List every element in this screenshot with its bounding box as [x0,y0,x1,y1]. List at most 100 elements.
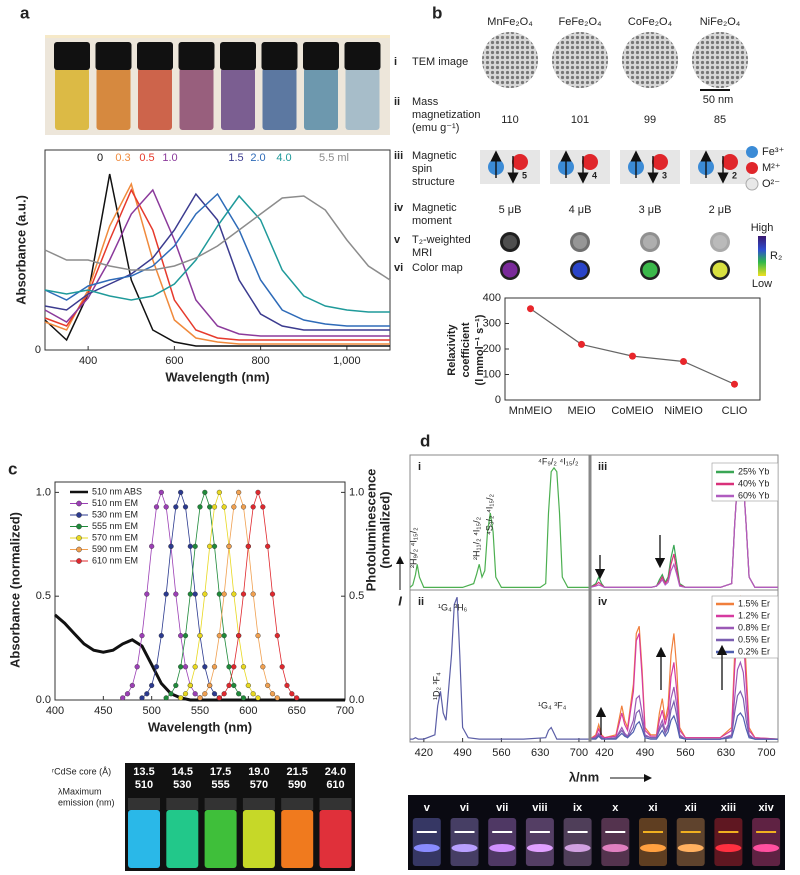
ucnp-vial [525,818,554,866]
column-header: CoFe₂O₄ [628,16,673,28]
y-tick-label: 300 [483,317,501,329]
panel-label: b [432,3,442,22]
curve-label: 2.0 [250,152,265,164]
data-point [255,695,261,701]
color-map-core [712,262,728,278]
data-point [182,691,189,697]
data-point [284,682,290,689]
data-point [226,682,232,689]
legend-label: 610 nm EM [92,555,138,565]
vial-label: vi [460,802,469,814]
legend-label: 510 nm EM [92,498,138,508]
x-tick-label: 800 [251,355,269,367]
legend-ion [745,177,759,191]
legend-marker [76,512,82,518]
qd-vial [281,810,314,868]
data-point [269,591,276,597]
emission-max: 530 [173,779,191,791]
data-point [221,691,227,697]
series-line [44,194,390,313]
data-point [265,543,271,549]
data-point [202,489,208,495]
x-tick-label: MnMEIO [509,405,553,417]
data-point [163,504,169,510]
y-tick-label: 200 [483,343,501,355]
data-point [207,682,213,689]
data-point [168,543,174,549]
color-map-core [572,262,588,278]
row-label: magnetization [412,109,481,121]
core-size: 21.5 [286,766,307,778]
ucnp-vial [601,818,630,866]
qd-vial-top [242,798,275,810]
y-tick-label: 0.5 [36,590,51,602]
qd-vial-top [128,798,160,810]
data-point [226,543,232,549]
x-tick-label: 420 [595,747,613,759]
magnetic-moment: 3 μB [639,204,662,216]
x-tick-label: 1,000 [333,355,361,367]
ucnp-vial [450,818,479,866]
data-point [245,543,251,549]
data-point [192,591,198,597]
core-size: 14.5 [172,766,193,778]
row-number: vi [394,262,403,274]
x-tick-label: 600 [239,705,257,717]
ucnp-vial [639,818,667,866]
legend-label: 0.5% Er [738,634,770,644]
data-point [124,691,131,697]
series-line [530,308,735,385]
qd-vial [242,810,275,868]
qd-vial-top [166,798,199,810]
y-tick-label: 400 [483,292,501,304]
row-label: (emu g⁻¹) [412,122,459,134]
data-point [211,664,218,670]
vial-glow [753,844,780,852]
vial-glow [526,844,553,852]
data-point [236,691,242,697]
x-tick-label: 500 [142,705,160,717]
data-point [240,504,247,510]
y-axis-title: I [398,593,402,608]
data-point [255,489,261,495]
legend-label: 1.5% Er [738,598,770,608]
y-tick-label: 0.0 [36,694,51,706]
data-point [149,543,155,549]
y-tick-label: 1.0 [36,486,51,498]
vial-glow [489,844,516,852]
data-point [168,691,174,697]
data-point [255,633,261,639]
data-point [153,664,160,670]
x-tick-label: NiMEIO [664,405,703,417]
annotation: ⁴S₃/₂ ⁴I₁₅/₂ [484,493,494,535]
colorbar [758,236,766,276]
x-axis-title: Wavelength (nm) [165,369,269,384]
data-point [260,664,266,670]
tem-image [552,32,608,88]
ucnp-vial [714,818,743,866]
data-point [231,504,237,510]
series-line [44,192,390,331]
data-point [182,633,189,639]
vial-glow [413,844,440,852]
y2-axis-title: (normalized) [377,491,392,568]
data-point [202,591,208,597]
tem-image [692,32,748,88]
tem-image [622,32,678,88]
colorbar-low: Low [752,278,772,290]
data-point [578,340,585,348]
spin-number: 4 [592,170,597,180]
row-label: ʳCdSe core (Å) [52,766,111,776]
x-tick-label: 630 [531,747,549,759]
curve-label: 0.3 [115,152,130,164]
x-tick-label: 600 [165,355,183,367]
series-line [44,181,390,345]
legend-marker [76,535,82,541]
row-label: λMaximum [58,786,102,796]
x-tick-label: 490 [636,747,654,759]
vial-label: vii [496,802,508,814]
series-line [410,596,590,740]
x-tick-label: 400 [79,355,97,367]
data-point [216,489,222,495]
data-point [182,504,189,510]
